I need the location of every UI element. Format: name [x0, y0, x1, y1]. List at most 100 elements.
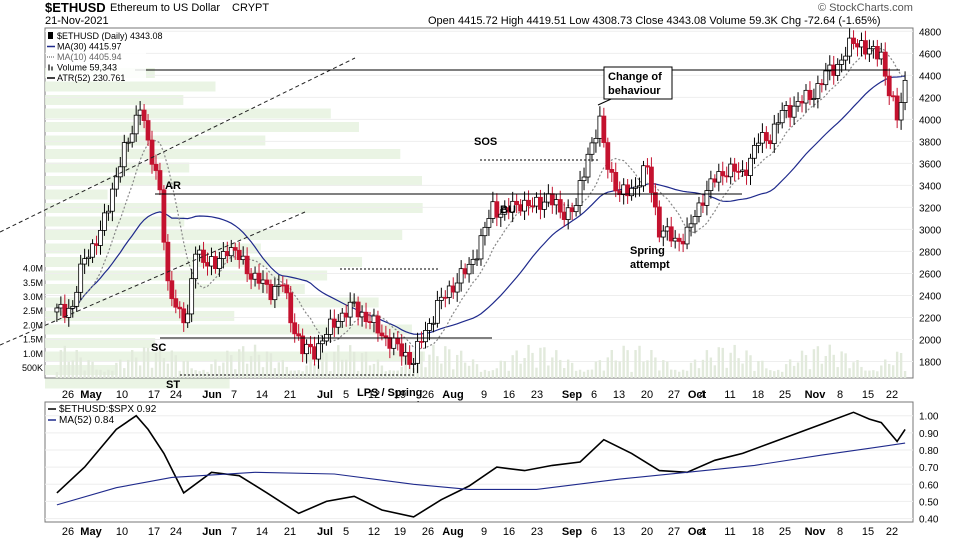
candle-body — [474, 258, 480, 261]
candle-body — [601, 115, 607, 143]
candle-body — [379, 332, 385, 337]
candle-body — [637, 185, 642, 188]
ratio-x-label: Oct — [688, 526, 707, 538]
volume-bar — [341, 359, 344, 378]
volume-bar — [725, 367, 728, 378]
volume-bar — [194, 370, 197, 378]
candle-body — [462, 268, 468, 275]
candle-body — [605, 142, 611, 170]
volume-bar — [891, 365, 895, 378]
price-x-label: 23 — [531, 389, 543, 401]
candle-body — [561, 211, 567, 220]
volume-bar — [297, 370, 300, 378]
volume-bar — [226, 350, 229, 378]
volume-bar — [154, 352, 158, 378]
candle-body — [308, 343, 313, 348]
candle-body — [759, 132, 765, 144]
ratio-line — [56, 411, 906, 518]
volume-tick-label: 500K — [22, 363, 43, 373]
price-x-label: 12 — [368, 389, 380, 401]
volume-bar — [198, 371, 201, 378]
ratio-x-label: 14 — [256, 526, 268, 538]
candle-body — [565, 207, 571, 220]
candle-body — [399, 343, 405, 357]
st-annotation: ST — [166, 379, 180, 391]
volume-bar — [594, 361, 598, 378]
volume-bar — [467, 365, 471, 378]
volume-bar — [364, 351, 368, 378]
candle-body — [878, 51, 884, 60]
volume-bar — [630, 371, 633, 378]
volume-bar — [471, 359, 475, 378]
volume-bar — [543, 347, 546, 378]
ratio-x-label: 22 — [886, 526, 898, 538]
volume-bar — [634, 350, 637, 378]
candle-body — [518, 204, 524, 212]
volume-by-price-bar — [45, 284, 305, 294]
candle-body — [819, 83, 825, 86]
candle-body — [165, 241, 171, 282]
ratio-x-label: 12 — [368, 526, 380, 538]
volume-bar — [578, 369, 582, 378]
candle-body — [708, 178, 714, 192]
volume-by-price-bar — [45, 108, 331, 119]
candle-body — [585, 153, 591, 178]
ratio-x-label: 19 — [394, 526, 406, 538]
ratio-x-label: 10 — [116, 526, 128, 538]
header-name: Ethereum to US Dollar — [110, 2, 221, 14]
candle-body — [680, 241, 686, 245]
candle-body — [688, 223, 694, 228]
volume-bar — [662, 360, 665, 378]
volume-bar — [257, 354, 261, 378]
volume-bar — [55, 372, 59, 378]
volume-bar — [130, 350, 134, 378]
volume-bar — [741, 363, 744, 378]
candle-body — [696, 202, 702, 217]
legend-volume-icon — [51, 66, 53, 71]
candle-body — [248, 273, 254, 280]
volume-bar — [408, 362, 411, 378]
ratio-x-label: Jul — [317, 526, 333, 538]
volume-bar — [245, 363, 249, 378]
ratio-tick-label: 0.50 — [919, 497, 939, 508]
volume-bar — [586, 369, 590, 378]
ma10-line — [56, 47, 906, 350]
candle-body — [347, 301, 353, 318]
candle-body — [252, 272, 258, 280]
ratio-x-label: 15 — [862, 526, 874, 538]
candle-body — [86, 256, 91, 259]
volume-bar — [305, 365, 308, 378]
volume-bar — [202, 369, 205, 378]
volume-bar — [888, 363, 891, 378]
candle-body — [232, 247, 238, 251]
candle-body — [205, 262, 210, 267]
volume-bar — [79, 357, 82, 378]
candle-body — [791, 105, 797, 118]
ratio-x-label: 13 — [613, 526, 625, 538]
candle-body — [419, 340, 424, 343]
volume-bar — [777, 369, 780, 378]
candle-body — [645, 165, 650, 168]
price-x-label: Nov — [805, 389, 827, 401]
volume-bar — [860, 366, 863, 378]
candle-body — [98, 229, 103, 246]
ratio-x-label: 11 — [724, 526, 735, 538]
candle-body — [613, 171, 619, 192]
price-tick-label: 2400 — [919, 291, 942, 302]
price-x-label: Sep — [562, 389, 582, 401]
candle-body — [902, 79, 908, 103]
volume-bar — [444, 346, 447, 378]
volume-bar — [729, 352, 732, 378]
volume-bar — [356, 370, 360, 378]
volume-bar — [440, 363, 443, 378]
sos-annotation: SOS — [474, 136, 497, 148]
price-tick-label: 3600 — [919, 159, 942, 170]
volume-bar — [745, 350, 748, 378]
candle-body — [431, 322, 436, 325]
volume-bar — [150, 367, 154, 378]
price-x-label: 20 — [641, 389, 653, 401]
annotation-lines — [0, 57, 900, 376]
volume-bar — [646, 360, 649, 378]
candle-body — [201, 249, 206, 263]
volume-bars — [55, 344, 907, 378]
